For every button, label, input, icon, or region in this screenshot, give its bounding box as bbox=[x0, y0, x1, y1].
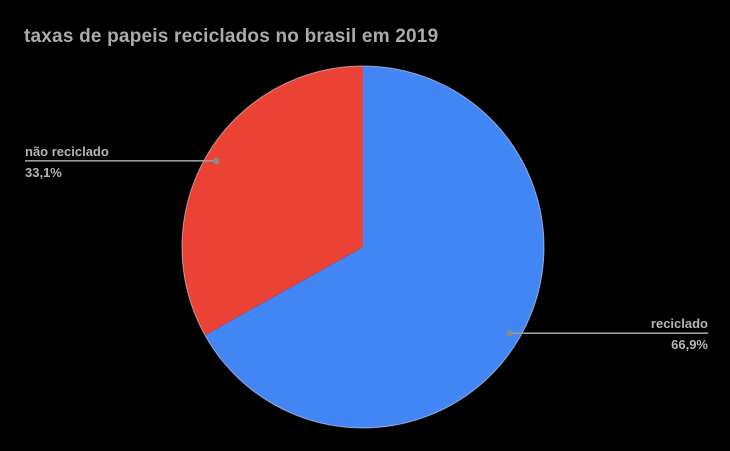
chart-title: taxas de papeis reciclados no brasil em … bbox=[24, 26, 439, 47]
slice-label-name: não reciclado bbox=[25, 144, 109, 159]
slice-callout-reciclado: reciclado 66,9% bbox=[651, 317, 708, 352]
slice-label-value: 66,9% bbox=[671, 337, 708, 352]
slice-label-name: reciclado bbox=[650, 316, 708, 331]
leader-dot-left bbox=[213, 157, 220, 165]
pie-slice-1 bbox=[182, 66, 363, 336]
pie-slice-0 bbox=[204, 66, 545, 428]
slice-callout-nao-reciclado: não reciclado 33,1% bbox=[25, 145, 109, 180]
leader-dot-right bbox=[506, 329, 513, 337]
pie-rim bbox=[181, 65, 545, 429]
slice-label-value: 33,1% bbox=[25, 165, 62, 180]
